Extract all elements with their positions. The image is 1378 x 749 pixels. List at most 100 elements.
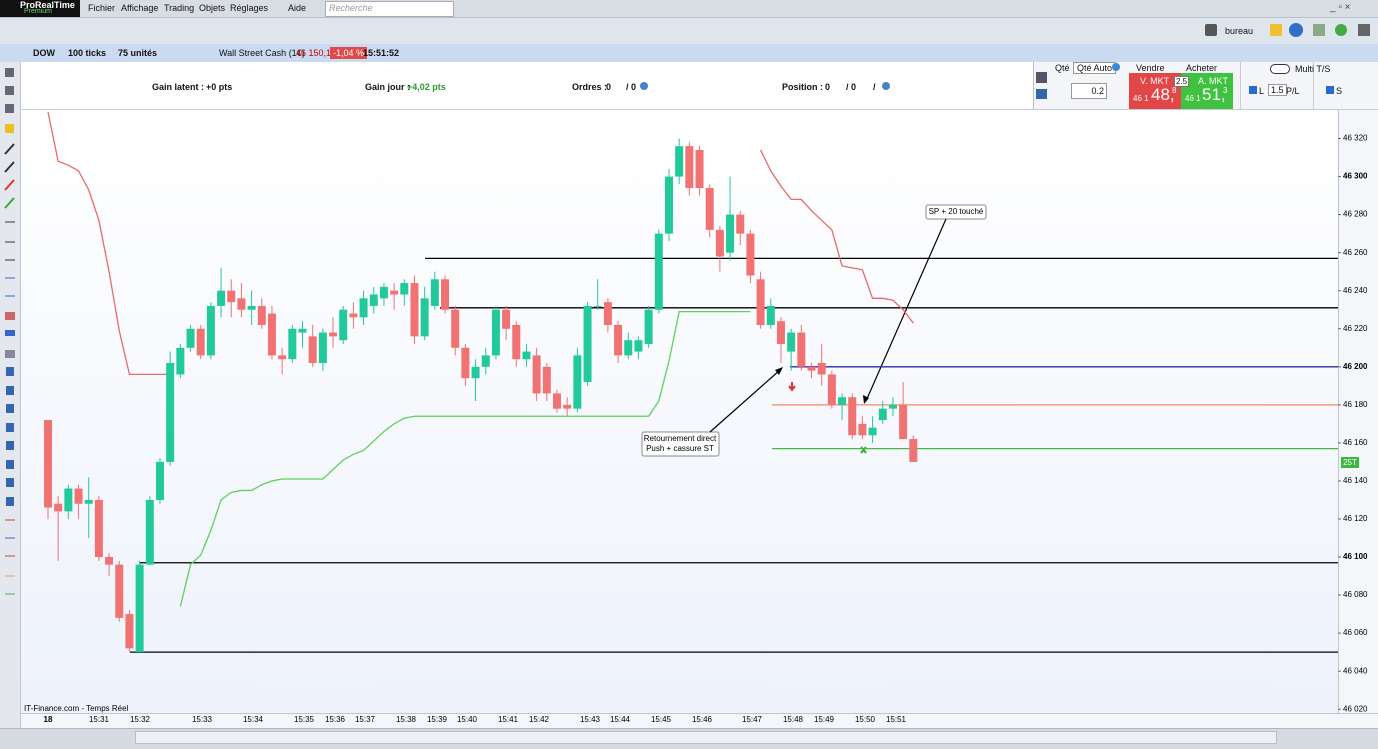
units-select[interactable]: 75 unités <box>118 48 158 58</box>
y-tick-label: 46 300 <box>1343 172 1368 181</box>
position: 0 <box>825 82 831 92</box>
x-tick-label: 15:45 <box>651 715 672 724</box>
exit-signal <box>860 446 867 454</box>
s-label: S <box>1336 86 1343 96</box>
multi-ts: Multi T/S <box>1295 64 1331 74</box>
arrow-head <box>775 367 783 375</box>
qty-input[interactable]: 0.2 <box>1071 83 1107 99</box>
sell-type: V. MKT <box>1140 76 1170 86</box>
scrollbar[interactable] <box>135 731 1277 744</box>
candle-body <box>481 355 490 367</box>
candle-body <box>400 283 409 295</box>
tool-icon[interactable] <box>1036 89 1047 99</box>
menu-item[interactable]: Aide <box>288 3 307 13</box>
ordres-total: / 0 <box>626 82 637 92</box>
toggle[interactable] <box>1270 64 1290 74</box>
source-label: IT-Finance.com - Temps Réel <box>24 704 129 713</box>
candle-body <box>451 309 460 348</box>
interval-select[interactable]: 100 ticks <box>68 48 107 58</box>
candle-body <box>817 362 826 375</box>
search-box[interactable] <box>325 1 454 17</box>
candle-body <box>237 298 246 310</box>
toolbar-icon[interactable] <box>1358 24 1370 36</box>
candle-body <box>654 233 663 310</box>
menu-item[interactable]: Objets <box>199 3 226 13</box>
candle-body <box>420 298 429 337</box>
candle-body <box>736 214 745 234</box>
candle-body <box>84 499 93 504</box>
candle-body <box>54 503 63 512</box>
position-total: / 0 <box>846 82 857 92</box>
x-tick-label: 15:42 <box>529 715 550 724</box>
candle-body <box>278 355 287 360</box>
y-tick-label: 46 280 <box>1343 210 1368 219</box>
l-value[interactable]: 1.5 <box>1268 84 1287 96</box>
ordres-icon[interactable] <box>640 82 648 90</box>
x-tick-label: 15:33 <box>192 715 213 724</box>
toolbar-icon[interactable] <box>1335 24 1347 36</box>
buy-type: A. MKT <box>1198 76 1229 86</box>
candle-body <box>349 313 358 318</box>
menu-item[interactable]: Trading <box>164 3 195 13</box>
menu-item[interactable]: Affichage <box>121 3 159 13</box>
indicator-line <box>179 310 751 607</box>
sell-button[interactable] <box>1129 73 1181 109</box>
candle-body <box>848 397 857 436</box>
candle-body <box>838 397 847 405</box>
time-axis <box>21 713 1378 729</box>
candle-body <box>196 328 205 356</box>
sell-small: 8 <box>1172 86 1177 95</box>
sell-prefix: 46 1 <box>1133 94 1149 103</box>
sell-header: Vendre <box>1136 63 1165 73</box>
instrument-time: 15:51:52 <box>363 48 400 58</box>
candle-body <box>155 461 164 500</box>
candle-body <box>74 488 83 504</box>
candle-body <box>471 366 480 379</box>
candle-body <box>512 324 521 360</box>
buy-button[interactable] <box>1181 73 1233 109</box>
candle-body <box>827 374 836 405</box>
y-tick-label: 46 140 <box>1343 476 1368 485</box>
sell-big: 48, <box>1151 85 1175 104</box>
logo-title: ProRealTime <box>20 0 75 10</box>
candle-body <box>522 351 531 360</box>
candle-body <box>339 309 348 341</box>
candle-body <box>553 393 561 409</box>
sell-signal <box>788 382 796 392</box>
x-tick-label: 15:46 <box>692 715 713 724</box>
position-icon[interactable] <box>882 82 890 90</box>
y-tick-label: 46 220 <box>1343 324 1368 333</box>
x-tick-label: 15:37 <box>355 715 376 724</box>
symbol-select[interactable]: DOW <box>33 48 55 58</box>
candle-body <box>44 420 52 508</box>
window-controls[interactable]: _ ▫ × <box>1330 2 1351 13</box>
x-tick-label: 15:32 <box>130 715 151 724</box>
y-tick-label: 46 320 <box>1343 134 1368 143</box>
tool-icon-group[interactable] <box>4 68 15 595</box>
candle-body <box>206 305 215 356</box>
checkbox[interactable] <box>1326 86 1334 94</box>
candle-body <box>145 499 154 565</box>
x-tick-label: 15:48 <box>783 715 804 724</box>
candle-body <box>756 279 765 325</box>
toolbar-icon[interactable] <box>1270 24 1282 36</box>
x-tick-label: 18 <box>44 715 53 724</box>
chart-area <box>21 110 1338 713</box>
y-tick-label: 46 020 <box>1343 704 1368 713</box>
menu-item[interactable]: Fichier <box>88 3 116 13</box>
toolbar-icon[interactable] <box>1289 23 1303 37</box>
tool-icon[interactable] <box>1036 72 1047 83</box>
menu-item[interactable]: Réglages <box>230 3 269 13</box>
qty-auto-icon[interactable] <box>1112 63 1120 71</box>
save-icon[interactable] <box>1205 24 1217 36</box>
candle-body <box>410 283 419 337</box>
indicator-line <box>47 111 171 376</box>
checkbox[interactable] <box>1249 86 1257 94</box>
x-tick-label: 15:36 <box>325 715 346 724</box>
toolbar-icon[interactable] <box>1313 24 1325 36</box>
y-tick-label: 46 060 <box>1343 628 1368 637</box>
candle-body <box>125 614 134 649</box>
candle-body <box>675 146 684 177</box>
workspace-name[interactable]: bureau <box>1225 26 1254 36</box>
buy-small: 3 <box>1223 86 1228 95</box>
